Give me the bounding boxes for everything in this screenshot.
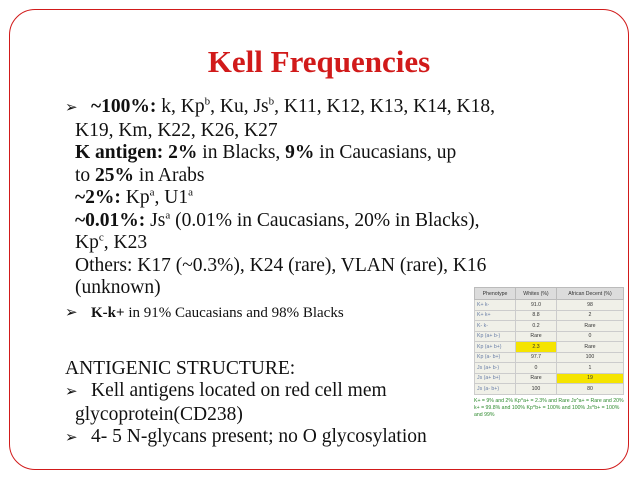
sup: a — [149, 186, 155, 199]
text: to — [75, 164, 96, 186]
table-row: Kp (a+ b-) Rare 0 — [473, 330, 625, 342]
text: Kp — [120, 187, 150, 208]
table-cell: Kp (a+ b-) — [473, 330, 517, 342]
table-cell: Js (a+ b+) — [473, 372, 517, 384]
text: , Ku, Js — [210, 96, 269, 117]
text: (0.01% in Caucasians, 20% in Blacks), — [170, 209, 480, 231]
table-cell: Kp (a- b+) — [473, 351, 517, 363]
table-header-row: Phenotype Whites (%) African Decent (%) — [473, 287, 625, 300]
table-cell: Rare — [515, 330, 557, 342]
line: Kpc, K23 — [65, 232, 605, 255]
text: , U1 — [154, 187, 189, 208]
phenotype-label: K-k+ — [91, 304, 125, 321]
text: k, Kp — [156, 96, 205, 117]
table-cell: Rare — [515, 372, 557, 384]
column-header: Phenotype — [473, 287, 517, 300]
text: in Arabs — [134, 164, 205, 186]
table-cell: 0.2 — [515, 320, 557, 332]
table-row: Js (a+ b+) Rare 19 — [473, 372, 625, 384]
text: in 91% Caucasians and 98% Blacks — [124, 304, 344, 321]
freq-label: 9% — [285, 142, 315, 163]
table-row: Kp (a+ b+) 2.3 Rare — [473, 341, 625, 353]
freq-label: 25% — [95, 164, 135, 186]
freq-label: ~100%: — [91, 96, 157, 117]
text: 4- 5 N-glycans present; no O glycosylati… — [91, 426, 427, 447]
sup: a — [165, 209, 171, 221]
table-cell: 8.8 — [515, 309, 557, 321]
text: , K11, K12, K13, K14, K18, — [274, 96, 495, 117]
caption-line: k+ = 99.8% and 100% Kp^b+ = 100% and 100… — [474, 404, 620, 418]
line: to 25% in Arabs — [65, 165, 605, 188]
table-cell: Rare — [555, 341, 625, 353]
line: K19, Km, K22, K26, K27 — [75, 119, 278, 141]
sup: b — [268, 95, 275, 108]
freq-label: ~2%: — [75, 187, 121, 208]
freq-label: ~0.01%: — [75, 209, 146, 231]
table-cell: Js (a- b+) — [473, 383, 517, 395]
text: in Blacks, — [197, 142, 286, 163]
line-001-percent: ~0.01%: Jsa (0.01% in Caucasians, 20% in… — [65, 210, 605, 233]
freq-label: K antigen: 2% — [75, 142, 198, 163]
table-row: K+ k- 91.0 98 — [473, 299, 625, 311]
text: in Caucasians, up — [314, 142, 457, 163]
table-cell: 2 — [555, 309, 625, 321]
table-cell: K+ k- — [473, 299, 517, 311]
table-cell: 80 — [555, 383, 625, 395]
column-header: African Decent (%) — [555, 287, 625, 300]
table-cell: Rare — [555, 320, 625, 332]
bullet-antigens-100: ➢ ~100%: k, Kpb, Ku, Jsb, K11, K12, K13, … — [65, 96, 605, 120]
table-cell: 91.0 — [515, 299, 557, 311]
bullet-k-k-plus: ➢ K-k+ in 91% Caucasians and 98% Blacks — [65, 302, 605, 324]
table-cell: 2.3 — [515, 341, 557, 353]
text: , K23 — [103, 232, 148, 253]
sup: b — [204, 95, 211, 108]
table-row: Kp (a- b+) 97.7 100 — [473, 351, 625, 363]
bullet-structure-2: ➢ 4- 5 N-glycans present; no O glycosylat… — [65, 426, 605, 450]
slide-title: Kell Frequencies — [207, 44, 431, 79]
table-caption: K+ = 9% and 2% Kp^a+ = 2.3% and Rare Js^… — [474, 398, 624, 419]
table-cell: 98 — [555, 299, 625, 311]
table-cell: 100 — [515, 383, 557, 395]
table-cell: 0 — [555, 330, 625, 342]
table-row: K- k- 0.2 Rare — [473, 320, 625, 332]
bullet-structure-1: ➢ Kell antigens located on red cell mem — [65, 380, 605, 404]
slide: Kell Frequencies ➢ ~100%: k, Kpb, Ku, Jsb… — [9, 9, 629, 470]
table-row: K+ k+ 8.8 2 — [473, 309, 625, 321]
line-k-antigen: K antigen: 2% in Blacks, 9% in Caucasian… — [65, 142, 605, 165]
table-row: Js (a+ b-) 0 1 — [473, 362, 625, 374]
phenotype-table-thumbnail: Phenotype Whites (%) African Decent (%) … — [473, 287, 625, 418]
arrow-bullet-icon: ➢ — [65, 384, 78, 400]
line-2-percent: ~2%: Kpa, U1a — [65, 187, 605, 210]
caption-line: K+ = 9% and 2% Kp^a+ = 2.3% and Rare Js^… — [474, 397, 624, 404]
sup: a — [188, 186, 193, 199]
table-cell: 19 — [555, 372, 625, 384]
phenotype-table: Phenotype Whites (%) African Decent (%) … — [473, 287, 625, 395]
text: Js — [145, 209, 166, 231]
sup: c — [98, 231, 104, 244]
text: Kell antigens located on red cell mem — [91, 380, 387, 401]
arrow-bullet-icon: ➢ — [65, 100, 78, 116]
table-cell: 100 — [555, 351, 625, 363]
table-cell: K- k- — [473, 320, 517, 332]
table-cell: 0 — [515, 362, 557, 374]
table-cell: Kp (a+ b+) — [473, 341, 517, 353]
line: (unknown) — [75, 277, 161, 298]
column-header: Whites (%) — [515, 287, 557, 300]
text: Kp — [75, 232, 99, 253]
table-cell: 1 — [555, 362, 625, 374]
table-cell: Js (a+ b-) — [473, 362, 517, 374]
slide-body: ➢ ~100%: k, Kpb, Ku, Jsb, K11, K12, K13, … — [65, 96, 605, 450]
table-cell: 97.7 — [515, 351, 557, 363]
arrow-bullet-icon: ➢ — [65, 430, 78, 446]
arrow-bullet-icon: ➢ — [65, 304, 78, 321]
line: glycoprotein(CD238) — [75, 403, 243, 425]
structure-heading: ANTIGENIC STRUCTURE: — [65, 357, 296, 379]
table-cell: K+ k+ — [473, 309, 517, 321]
line-others: Others: K17 (~0.3%), K24 (rare), VLAN (r… — [75, 254, 487, 276]
table-row: Js (a- b+) 100 80 — [473, 383, 625, 395]
